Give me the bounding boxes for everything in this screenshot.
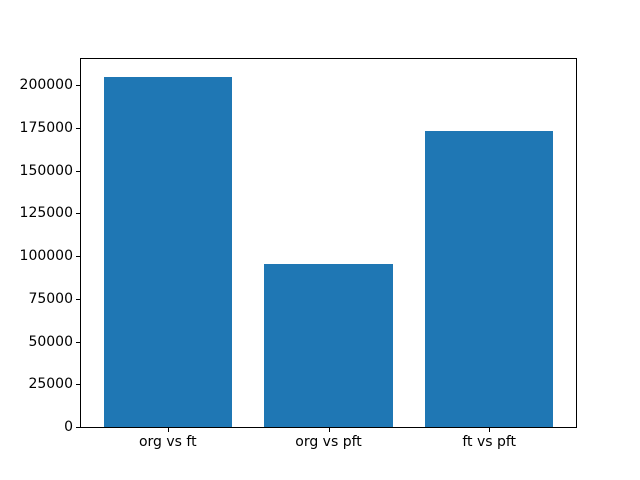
y-tick-mark (76, 127, 80, 129)
x-tick-label: ft vs pft (462, 434, 517, 450)
plot-area (80, 58, 577, 428)
y-tick-label: 150000 (19, 162, 73, 179)
y-tick-mark (76, 427, 80, 428)
x-tick-mark (328, 428, 330, 432)
y-tick-label: 25000 (28, 376, 73, 393)
y-tick-label: 75000 (28, 290, 73, 307)
y-tick-mark (76, 256, 80, 257)
x-tick-mark (167, 428, 169, 432)
y-tick-label: 125000 (19, 205, 73, 222)
bar-ft-vs-pft (424, 131, 554, 427)
y-tick-mark (76, 298, 80, 300)
y-tick-label: 50000 (28, 333, 73, 350)
bar-org-vs-ft (103, 76, 233, 427)
y-tick-mark (76, 341, 80, 343)
y-tick-label: 100000 (19, 248, 73, 264)
y-tick-mark (76, 213, 80, 215)
y-tick-mark (76, 384, 80, 386)
bar-org-vs-pft (264, 263, 393, 427)
y-tick-label: 175000 (19, 119, 73, 136)
x-tick-label: org vs ft (138, 434, 197, 450)
y-tick-label: 200000 (19, 77, 73, 94)
x-tick-label: org vs pft (295, 434, 362, 450)
x-tick-mark (489, 428, 491, 432)
y-tick-mark (76, 170, 80, 172)
y-tick-mark (76, 85, 80, 87)
y-tick-label: 0 (64, 419, 73, 435)
